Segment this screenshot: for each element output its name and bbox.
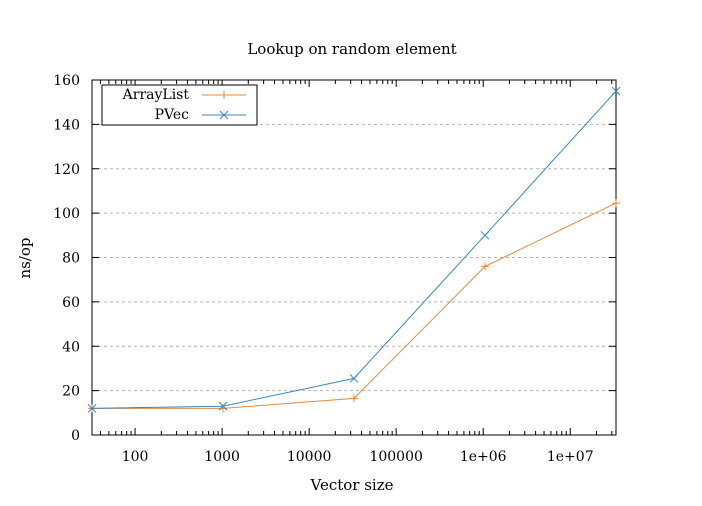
y-tick-label: 160 (53, 73, 80, 89)
marker-stroke (480, 230, 490, 240)
series-line-arraylist (92, 202, 617, 409)
marker-stroke (349, 374, 359, 383)
legend-marker-symbol (220, 91, 228, 99)
x-tick-label: 10000 (287, 449, 332, 465)
marker-stroke (87, 404, 97, 413)
marker-stroke (219, 110, 229, 120)
data-point-pvec (480, 230, 490, 240)
series-layer (87, 86, 621, 413)
data-point-pvec (611, 86, 621, 96)
y-tick-label: 40 (62, 339, 80, 355)
x-tick-label: 100000 (369, 449, 422, 465)
y-tick-label: 80 (62, 251, 80, 267)
series-line-pvec (91, 90, 617, 409)
marker-stroke (611, 86, 621, 96)
x-axis-title: Vector size (309, 476, 393, 494)
x-tick-label: 1000 (204, 449, 240, 465)
legend: ArrayList PVec (101, 84, 258, 126)
legend-label-arraylist: ArrayList (122, 87, 190, 103)
data-point-arraylist (481, 262, 489, 271)
legend-marker-symbol (219, 110, 229, 120)
legend-marker-arraylist (220, 91, 228, 99)
data-point-pvec (218, 401, 228, 411)
x-tick-label: 1e+07 (547, 449, 594, 465)
y-tick-label: 100 (53, 206, 80, 222)
data-point-pvec (87, 404, 97, 413)
tick-layer: 0 20 40 60 80 100 120 140 160 100 1000 10000 100000 1… (53, 73, 616, 465)
y-tick-label: 20 (62, 384, 80, 400)
y-tick-label: 140 (53, 117, 80, 133)
x-tick-label: 1e+06 (460, 449, 507, 465)
y-tick-label: 0 (71, 428, 80, 444)
x-tick-label: 100 (122, 449, 149, 465)
legend-marker-pvec (219, 110, 229, 120)
data-point-arraylist (612, 199, 620, 208)
y-tick-label: 60 (62, 295, 80, 311)
marker-stroke (218, 401, 228, 411)
data-point-pvec (349, 374, 359, 383)
chart-title: Lookup on random element (247, 40, 456, 58)
legend-box (101, 84, 258, 126)
legend-label-pvec: PVec (155, 107, 190, 123)
y-axis-title: ns/op (16, 237, 34, 278)
y-tick-label: 120 (53, 162, 80, 178)
grid-layer (92, 123, 616, 392)
data-point-arraylist (350, 394, 358, 403)
